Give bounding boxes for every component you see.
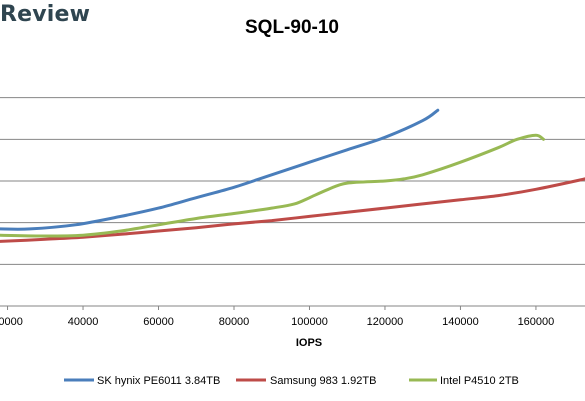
- legend-label-2: Intel P4510 2TB: [440, 375, 519, 387]
- gridlines: [0, 97, 585, 265]
- chart-title: SQL-90-10: [245, 17, 339, 38]
- legend: SK hynix PE6011 3.84TB Samsung 983 1.92TB…: [64, 375, 519, 387]
- brand-logo: Review: [0, 2, 91, 27]
- x-tick-label-1: 40000: [68, 316, 99, 328]
- x-tick-label-6: 140000: [442, 316, 479, 328]
- legend-label-1: Samsung 983 1.92TB: [270, 375, 376, 387]
- x-tick-label-5: 120000: [367, 316, 404, 328]
- x-tick-label-3: 80000: [219, 316, 250, 328]
- x-tick-label-2: 60000: [143, 316, 174, 328]
- x-tick-label-4: 100000: [291, 316, 328, 328]
- series-lines: [0, 108, 585, 243]
- series-line-0: [0, 108, 440, 231]
- x-tick-label-7: 160000: [518, 316, 555, 328]
- x-tick-label-0: 20000: [0, 316, 23, 328]
- series-line-2: [0, 133, 545, 238]
- x-axis-label: IOPS: [296, 337, 322, 349]
- legend-label-0: SK hynix PE6011 3.84TB: [97, 375, 220, 387]
- series-line-1: [0, 177, 585, 243]
- x-axis-ticks: 20000 40000 60000 80000 100000 120000 140000 16…: [0, 306, 554, 328]
